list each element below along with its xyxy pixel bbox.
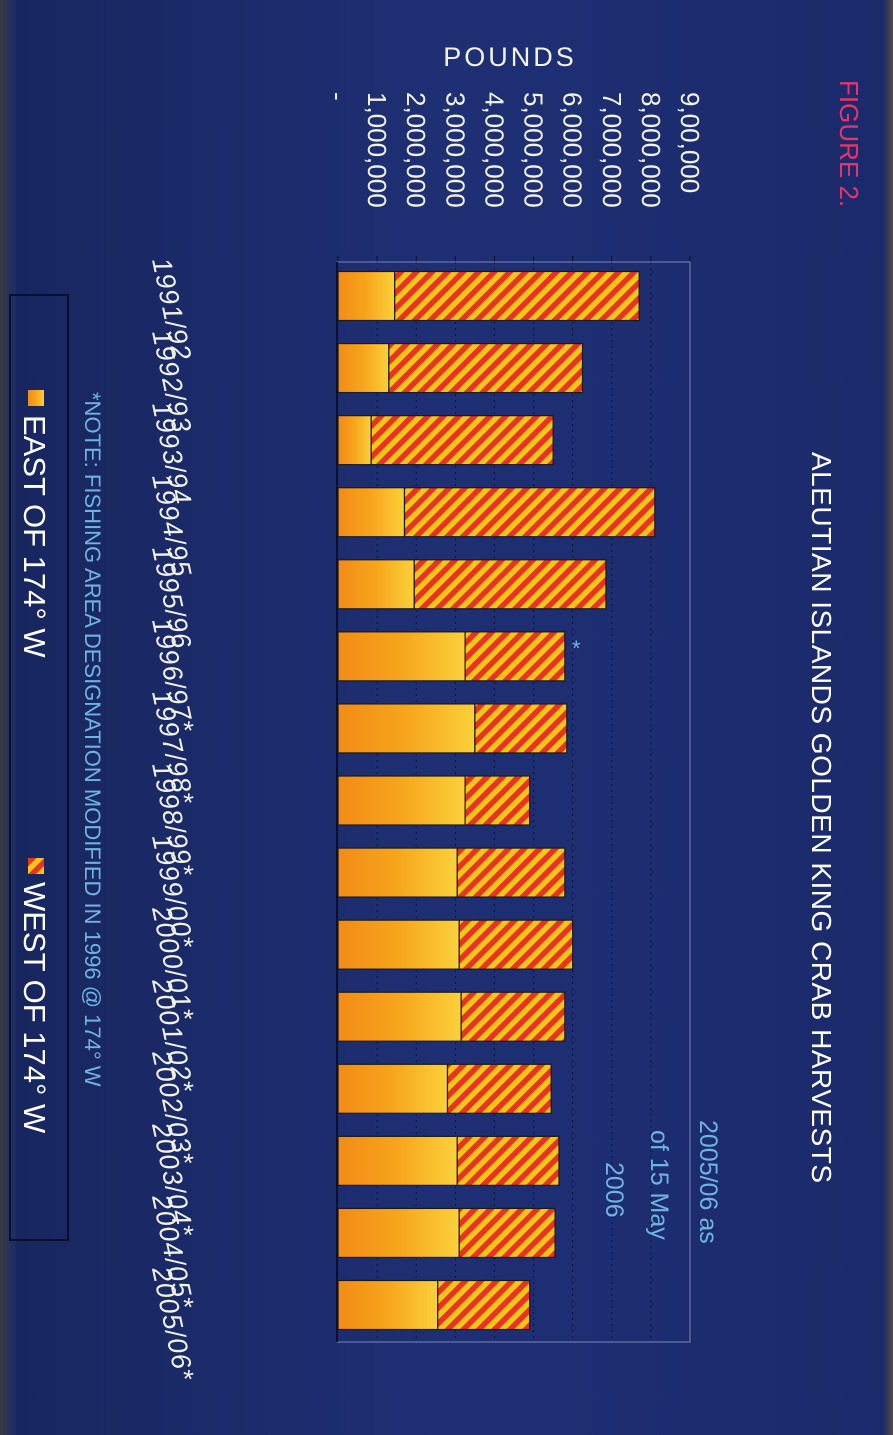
bar-east — [337, 342, 390, 394]
bar-west — [456, 1135, 560, 1186]
bar-east — [337, 1279, 439, 1331]
bar-east — [337, 1207, 460, 1259]
legend-label-east: EAST OF 174° W — [17, 415, 52, 658]
bar-west — [446, 1063, 552, 1114]
bar-east — [337, 991, 462, 1042]
bars — [337, 270, 656, 1331]
bar-west — [437, 1279, 531, 1331]
bar-west — [370, 415, 554, 466]
bar-east — [337, 559, 415, 610]
photo-edge-left — [0, 0, 16, 1435]
bar-west — [456, 847, 566, 898]
legend-label-west: WEST OF 174° W — [17, 882, 52, 1134]
y-tick-label: 3,000,000 — [440, 92, 470, 208]
legend: EAST OF 174° W WEST OF 174° W — [9, 294, 69, 1241]
bar-east — [337, 487, 406, 538]
chart-title: ALEUTIAN ISLANDS GOLDEN KING CRAB HARVES… — [806, 452, 837, 1184]
footnote: *NOTE: FISHING AREA DESIGNATION MODIFIED… — [80, 392, 105, 1087]
date-note-line-3: 2006 — [600, 1162, 628, 1218]
bar-east — [337, 415, 372, 466]
y-tick-label: 6,000,000 — [558, 92, 588, 208]
legend-box — [9, 294, 69, 1241]
y-tick-label: 9,00,000 — [675, 92, 705, 193]
bar-west — [458, 919, 574, 970]
category-labels: 1991/921992/931993/941994/951995/961996/… — [146, 255, 200, 1384]
bar-asterisk-marker: * — [572, 636, 581, 661]
y-tick-label: 1,000,000 — [362, 92, 392, 208]
figure-label: FIGURE 2. — [834, 80, 864, 207]
bar-west — [464, 775, 531, 826]
bar-east — [337, 1135, 458, 1186]
y-tick-label: 2,000,000 — [401, 92, 431, 208]
bar-west — [394, 270, 640, 322]
bar-east — [337, 703, 476, 754]
bar-east — [337, 775, 466, 826]
y-tick-labels: -1,000,000 2,000,000 3,000,000 4,000,000 5,0… — [323, 92, 705, 208]
date-note-line-2: of 15 May — [645, 1130, 673, 1240]
bar-west — [458, 1207, 556, 1259]
bar-east — [337, 1063, 449, 1114]
bar-west — [474, 703, 568, 754]
y-axis-label: POUNDS — [443, 42, 577, 72]
bar-west — [464, 631, 566, 682]
legend-swatch-west — [28, 858, 44, 874]
y-tick-label: 8,000,000 — [636, 92, 666, 208]
bar-west — [403, 487, 656, 538]
bar-east — [337, 631, 466, 682]
bar-west — [413, 559, 607, 610]
y-tick-label: 5,000,000 — [519, 92, 549, 208]
y-tick-label: 7,000,000 — [597, 92, 627, 208]
legend-swatch-east — [28, 390, 44, 406]
bar-east — [337, 919, 460, 970]
photo-edge-right — [883, 0, 893, 1435]
y-tick-label: - — [323, 92, 353, 101]
bar-east — [337, 847, 458, 898]
date-note-line-1: 2005/06 as — [694, 1120, 722, 1244]
bar-east — [337, 270, 396, 322]
bar-west — [388, 342, 584, 394]
bar-west — [460, 991, 566, 1042]
y-tick-label: 4,000,000 — [479, 92, 509, 208]
